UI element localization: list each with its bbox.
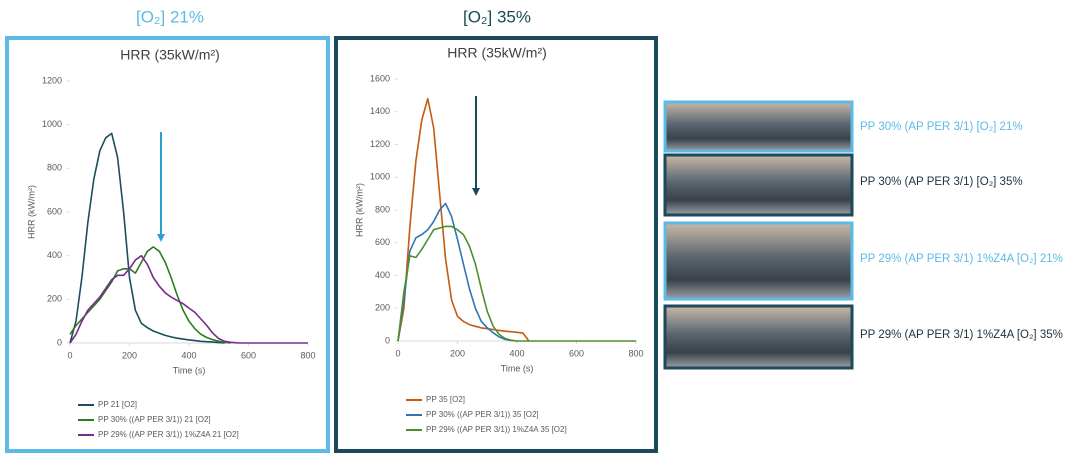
y-tick-label: 0 bbox=[57, 337, 62, 347]
series-line bbox=[397, 202, 518, 342]
y-tick-label: 200 bbox=[375, 303, 390, 313]
legend-label: PP 30% ((AP PER 3/1)) 21 [O2] bbox=[98, 415, 211, 424]
chart-title: HRR (35kW/m²) bbox=[120, 47, 220, 63]
panel-frame bbox=[5, 36, 330, 453]
chart-title: HRR (35kW/m²) bbox=[447, 45, 547, 61]
panel-title: [O₂] 35% bbox=[463, 7, 531, 26]
y-tick-label: 200 bbox=[47, 294, 62, 304]
photo-label: PP 29% (AP PER 3/1) 1%Z4A [O₂] 21% bbox=[860, 253, 1063, 265]
x-axis-label: Time (s) bbox=[501, 363, 534, 373]
x-tick-label: 400 bbox=[181, 350, 196, 360]
photo-label: PP 30% (AP PER 3/1) [O₂] 21% bbox=[860, 121, 1023, 133]
x-tick-label: 600 bbox=[241, 350, 256, 360]
legend-label: PP 21 [O2] bbox=[98, 400, 137, 409]
y-tick-label: 1200 bbox=[370, 139, 390, 149]
x-tick-label: 0 bbox=[395, 348, 400, 358]
series-line bbox=[397, 97, 530, 342]
x-tick-label: 400 bbox=[509, 348, 524, 358]
x-tick-label: 800 bbox=[300, 350, 315, 360]
y-tick-label: 800 bbox=[375, 204, 390, 214]
y-tick-label: 1000 bbox=[370, 172, 390, 182]
y-axis-label: HRR (kW/m²) bbox=[26, 185, 36, 239]
photo-label: PP 30% (AP PER 3/1) [O₂] 35% bbox=[860, 176, 1023, 188]
y-tick-label: 1400 bbox=[370, 106, 390, 116]
x-tick-label: 800 bbox=[628, 348, 643, 358]
photo bbox=[663, 100, 854, 153]
x-tick-label: 600 bbox=[569, 348, 584, 358]
legend-label: PP 35 [O2] bbox=[426, 395, 465, 404]
y-tick-label: 800 bbox=[47, 163, 62, 173]
y-tick-label: 0 bbox=[385, 335, 390, 345]
y-tick-label: 1200 bbox=[42, 75, 62, 85]
y-tick-label: 1000 bbox=[42, 119, 62, 129]
x-tick-label: 200 bbox=[122, 350, 137, 360]
legend-label: PP 29% ((AP PER 3/1)) 1%Z4A 21 [O2] bbox=[98, 430, 239, 439]
arrow-head bbox=[472, 188, 480, 196]
y-tick-label: 400 bbox=[47, 250, 62, 260]
x-tick-label: 0 bbox=[67, 350, 72, 360]
arrow-head bbox=[157, 234, 165, 242]
series-line bbox=[397, 225, 636, 342]
series-line bbox=[69, 132, 225, 344]
series-line bbox=[69, 254, 308, 344]
y-tick-label: 400 bbox=[375, 270, 390, 280]
photo-label: PP 29% (AP PER 3/1) 1%Z4A [O₂] 35% bbox=[860, 329, 1063, 341]
photo bbox=[663, 153, 854, 217]
series-line bbox=[69, 246, 231, 344]
panel-title: [O₂] 21% bbox=[136, 7, 204, 26]
y-tick-label: 600 bbox=[375, 237, 390, 247]
y-tick-label: 1600 bbox=[370, 73, 390, 83]
y-axis-label: HRR (kW/m²) bbox=[354, 183, 364, 237]
x-tick-label: 200 bbox=[450, 348, 465, 358]
photo bbox=[663, 304, 854, 370]
legend-label: PP 29% ((AP PER 3/1)) 1%Z4A 35 [O2] bbox=[426, 425, 567, 434]
photo bbox=[663, 221, 854, 301]
y-tick-label: 600 bbox=[47, 206, 62, 216]
panel-frame bbox=[334, 36, 658, 453]
legend-label: PP 30% ((AP PER 3/1)) 35 [O2] bbox=[426, 410, 539, 419]
x-axis-label: Time (s) bbox=[173, 365, 206, 375]
